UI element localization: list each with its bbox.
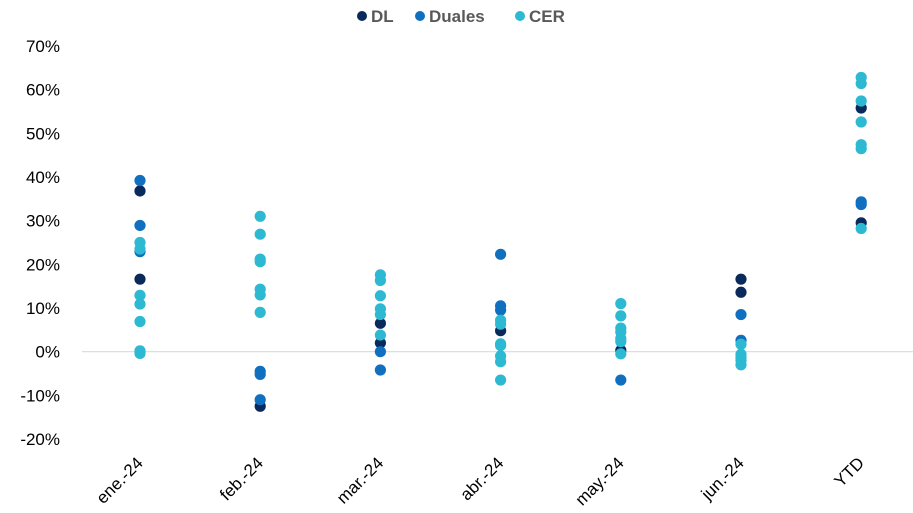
x-tick-label: feb.-24 <box>216 453 267 504</box>
point-duales <box>855 198 867 211</box>
point-cer <box>254 306 266 318</box>
point-cer <box>495 339 507 352</box>
y-tick-label: 60% <box>26 81 60 100</box>
point-cer <box>254 289 266 301</box>
y-axis: 70% 60% 50% 40% 30% 20% 10% 0% -10% -20% <box>20 37 60 449</box>
legend-label-duales: Duales <box>429 7 485 26</box>
point-duales <box>134 219 146 232</box>
y-tick-label: 20% <box>26 255 60 274</box>
point-cer <box>374 274 386 287</box>
point-cer <box>254 228 266 240</box>
x-tick-label: ene.-24 <box>93 453 147 507</box>
point-cer <box>855 77 867 90</box>
point-duales <box>495 248 507 260</box>
point-cer <box>855 95 867 107</box>
legend-marker-duales <box>415 11 425 21</box>
point-cer <box>254 256 266 268</box>
point-cer <box>374 329 386 341</box>
point-duales <box>374 346 386 358</box>
point-duales <box>254 368 266 380</box>
legend-label-cer: CER <box>529 7 565 26</box>
y-tick-label: -20% <box>20 430 60 449</box>
point-cer <box>134 315 146 328</box>
legend-marker-dl <box>357 11 367 21</box>
point-duales <box>254 394 266 406</box>
legend-marker-cer <box>515 11 525 21</box>
legend-label-dl: DL <box>371 7 394 26</box>
point-cer <box>615 348 627 360</box>
point-dl <box>735 286 747 298</box>
point-duales <box>615 374 627 386</box>
point-cer <box>855 143 867 155</box>
point-cer <box>735 359 747 371</box>
x-tick-label: may.-24 <box>572 453 628 509</box>
point-cer <box>254 210 266 222</box>
y-tick-label: -10% <box>20 386 60 405</box>
x-tick-label: abr.-24 <box>457 453 508 504</box>
point-dl <box>374 337 386 349</box>
y-tick-label: 50% <box>26 124 60 143</box>
point-cer <box>855 116 867 128</box>
data-points <box>134 71 867 412</box>
point-cer <box>134 347 146 360</box>
point-duales <box>495 304 507 316</box>
point-cer <box>615 310 627 322</box>
point-cer <box>374 308 386 321</box>
point-duales <box>374 364 386 376</box>
point-cer <box>735 338 747 350</box>
point-cer <box>495 374 507 386</box>
y-tick-label: 10% <box>26 299 60 318</box>
point-cer <box>855 222 867 235</box>
point-cer <box>495 356 507 368</box>
x-axis: ene.-24 feb.-24 mar.-24 abr.-24 may.-24 jun.-… <box>93 453 868 509</box>
point-cer <box>615 298 627 310</box>
x-tick-label: mar.-24 <box>333 453 387 507</box>
y-tick-label: 40% <box>26 168 60 187</box>
point-cer <box>134 298 146 310</box>
point-cer <box>134 289 146 301</box>
point-cer <box>134 243 146 255</box>
point-cer <box>615 336 627 348</box>
point-dl <box>735 273 747 285</box>
point-duales <box>735 308 747 321</box>
point-dl <box>134 185 146 197</box>
point-cer <box>495 318 507 330</box>
x-tick-label: YTD <box>831 453 868 490</box>
y-tick-label: 30% <box>26 212 60 231</box>
point-duales <box>134 174 146 187</box>
x-tick-label: jun.-24 <box>697 453 748 504</box>
legend: DL Duales CER <box>357 7 565 26</box>
y-tick-label: 70% <box>26 37 60 56</box>
point-dl <box>374 317 386 329</box>
point-dl <box>134 273 146 285</box>
y-tick-label: 0% <box>35 343 60 362</box>
point-cer <box>374 290 386 302</box>
